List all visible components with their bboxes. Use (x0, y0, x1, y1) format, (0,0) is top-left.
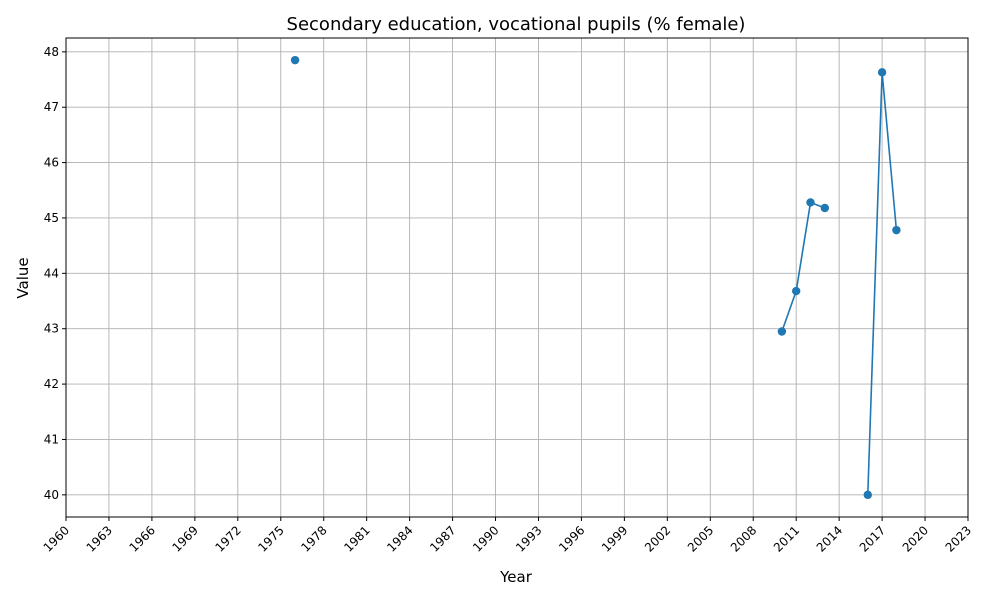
x-tick-label: 1972 (212, 523, 243, 554)
x-tick-label: 1981 (341, 523, 372, 554)
axis-ticks: 1960 1963 1966 1969 1972 1975 1978 1981 1984 1987… (41, 45, 974, 555)
x-tick-label: 2023 (943, 523, 974, 554)
chart-title: Secondary education, vocational pupils (… (287, 14, 746, 35)
x-axis-title: Year (499, 568, 533, 586)
data-point (877, 68, 887, 77)
data-point (820, 203, 830, 213)
x-tick-label: 1969 (169, 523, 200, 554)
data-point (806, 198, 815, 207)
y-tick-label: 44 (44, 266, 59, 280)
x-tick-label: 1996 (556, 523, 587, 554)
grid (65, 38, 969, 517)
y-tick-label: 40 (44, 488, 59, 502)
data-point (290, 55, 300, 65)
x-tick-label: 1993 (513, 523, 544, 554)
x-tick-label: 1966 (127, 523, 158, 554)
y-tick-label: 47 (44, 100, 59, 114)
x-tick-label: 1984 (384, 523, 415, 554)
x-tick-label: 2014 (814, 523, 845, 554)
x-tick-label: 1990 (470, 523, 501, 554)
x-tick-label: 2002 (642, 523, 673, 554)
y-tick-label: 42 (44, 377, 59, 391)
x-tick-label: 2017 (857, 523, 888, 554)
series-line-segment (781, 201, 826, 332)
x-tick-label: 1960 (41, 523, 72, 554)
data-point (863, 490, 872, 500)
y-tick-label: 46 (44, 156, 59, 170)
x-tick-label: 1999 (599, 523, 630, 554)
x-tick-label: 2008 (728, 523, 759, 554)
x-tick-label: 2011 (771, 523, 802, 554)
series-markers (290, 55, 901, 500)
x-tick-label: 1987 (427, 523, 458, 554)
x-tick-label: 2020 (900, 523, 931, 554)
y-tick-label: 45 (44, 211, 59, 225)
plot-area-frame (65, 37, 969, 518)
y-tick-label: 43 (44, 322, 59, 336)
y-tick-label: 41 (44, 432, 59, 446)
x-tick-label: 1963 (84, 523, 115, 554)
x-tick-label: 2005 (685, 523, 716, 554)
y-tick-label: 48 (44, 45, 59, 59)
data-point (791, 286, 801, 296)
x-tick-label: 1975 (255, 523, 286, 554)
y-axis-title: Value (14, 257, 32, 298)
data-point (892, 225, 901, 235)
data-point (777, 327, 787, 336)
x-tick-label: 1978 (298, 523, 329, 554)
